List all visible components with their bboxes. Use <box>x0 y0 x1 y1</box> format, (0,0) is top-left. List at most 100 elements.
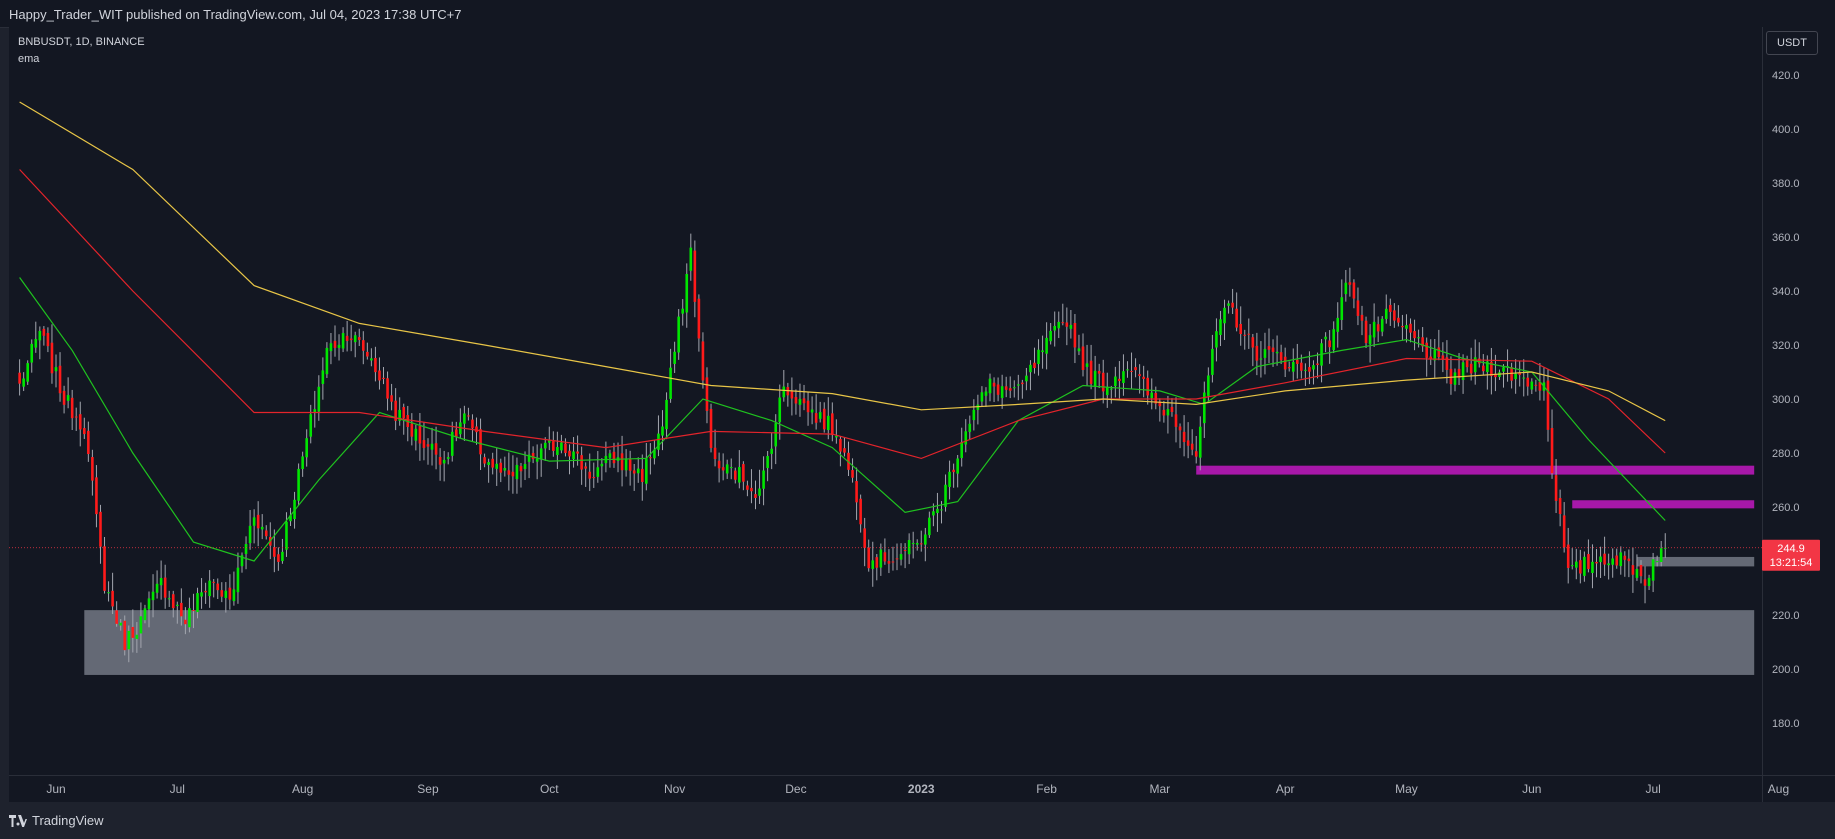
candle <box>729 458 733 480</box>
candle <box>321 357 325 400</box>
tradingview-logo[interactable]: TradingView <box>9 813 104 828</box>
candle <box>1595 548 1598 578</box>
candle <box>653 440 656 465</box>
candle <box>697 294 701 352</box>
candle <box>107 581 110 602</box>
candle <box>487 458 490 483</box>
currency-button[interactable]: USDT <box>1766 31 1818 55</box>
candle <box>604 441 608 473</box>
candle <box>329 333 333 365</box>
candle <box>1360 305 1364 336</box>
candle <box>483 453 486 468</box>
candle <box>1105 372 1109 408</box>
candle <box>952 463 955 488</box>
time-tick: Feb <box>1036 782 1057 796</box>
candle <box>1639 560 1643 584</box>
candle <box>992 377 996 403</box>
candle <box>1093 355 1097 401</box>
candle <box>1546 369 1550 442</box>
candle <box>1037 339 1040 376</box>
candle <box>600 458 604 481</box>
candle <box>835 419 838 444</box>
candle <box>693 240 697 318</box>
candle <box>1574 548 1578 580</box>
candle <box>1312 360 1315 385</box>
candle <box>1651 552 1655 593</box>
candle <box>135 622 139 653</box>
candle <box>1376 316 1380 343</box>
candle <box>980 386 984 406</box>
candle <box>1101 359 1105 404</box>
candle <box>645 442 648 491</box>
candle <box>867 539 871 572</box>
candle <box>1558 489 1562 527</box>
candle <box>167 590 171 607</box>
candle <box>685 263 689 328</box>
candle <box>1219 310 1222 347</box>
candle <box>1291 348 1295 381</box>
candle <box>1065 307 1069 346</box>
candle <box>349 324 353 352</box>
candle <box>212 579 215 598</box>
price-tick: 300.0 <box>1772 394 1800 406</box>
candle <box>1041 335 1044 369</box>
candle <box>374 346 377 382</box>
candle <box>911 531 915 559</box>
candle <box>1174 397 1178 443</box>
zones <box>84 465 1755 675</box>
candle <box>1356 287 1360 326</box>
candle <box>1215 318 1218 362</box>
candle <box>855 467 858 520</box>
candle <box>859 494 862 533</box>
candle <box>1562 502 1566 553</box>
candle <box>361 331 365 365</box>
candle <box>1239 306 1242 346</box>
candle <box>964 419 968 453</box>
time-tick: Oct <box>540 782 559 796</box>
candle <box>1368 324 1372 363</box>
candle <box>560 434 563 454</box>
candle <box>1057 311 1061 339</box>
candle <box>1110 385 1113 404</box>
time-axis-ticks: Jun Jul Aug Sep Oct Nov Dec 2023 Feb Mar Apr May Jun… <box>46 782 1789 796</box>
candle <box>353 331 357 358</box>
candle <box>1004 376 1008 398</box>
candle <box>277 547 280 571</box>
time-tick: Nov <box>664 782 685 796</box>
candle <box>507 452 511 491</box>
candle <box>260 514 264 540</box>
price-axis[interactable] <box>1762 27 1835 802</box>
indicator-title[interactable]: ema <box>18 53 40 65</box>
candle <box>632 463 636 491</box>
candle <box>95 465 98 528</box>
candle <box>568 444 571 475</box>
candle <box>535 444 539 480</box>
candle <box>1332 321 1335 354</box>
zone-2-magenta <box>1572 500 1755 509</box>
candle <box>1296 343 1299 379</box>
candle <box>1304 363 1307 386</box>
symbol-title[interactable]: BNBUSDT, 1D, BINANCE <box>18 36 145 48</box>
candle <box>1251 333 1255 367</box>
candle <box>1259 341 1263 378</box>
candle <box>236 552 240 604</box>
candle <box>70 389 74 431</box>
candle <box>750 469 753 504</box>
candle <box>1486 355 1489 390</box>
candle <box>422 422 426 461</box>
candle <box>1170 398 1174 417</box>
time-tick: Jun <box>46 782 65 796</box>
candlestick-chart[interactable]: 420.0 400.0 380.0 360.0 340.0 320.0 300.0 280.0… <box>0 0 1835 803</box>
candle <box>1615 548 1619 569</box>
candle <box>99 504 102 564</box>
candle <box>843 437 846 457</box>
price-tick: 320.0 <box>1772 340 1800 352</box>
candle <box>543 437 547 461</box>
candle <box>677 309 680 360</box>
candle <box>406 405 410 442</box>
candle <box>1336 302 1340 348</box>
candle <box>382 367 385 385</box>
candle <box>244 536 248 570</box>
candle <box>948 460 951 500</box>
candle <box>1045 322 1048 370</box>
